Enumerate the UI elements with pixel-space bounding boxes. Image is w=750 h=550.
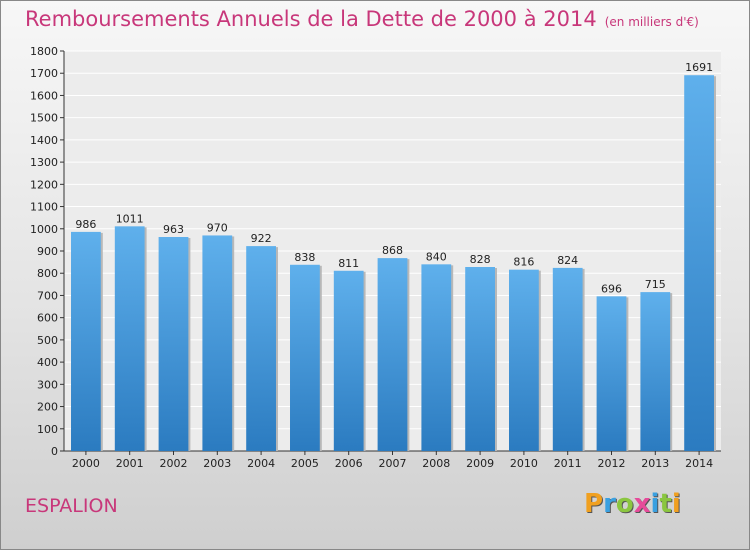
x-tick-label-2005: 2005	[291, 457, 319, 470]
bar-2000	[71, 231, 101, 451]
y-tick-label: 200	[37, 401, 58, 414]
data-label-2012: 696	[601, 282, 622, 295]
x-tick-label-2006: 2006	[335, 457, 363, 470]
bar-2007	[377, 258, 408, 451]
y-tick-label: 100	[37, 423, 58, 436]
bar-2008	[421, 264, 452, 451]
chart-title: Remboursements Annuels de la Dette de 20…	[25, 7, 699, 31]
y-tick-label: 800	[37, 267, 58, 280]
x-tick-label-2000: 2000	[72, 457, 100, 470]
y-tick-label: 500	[37, 334, 58, 347]
bar-2006	[333, 270, 364, 451]
x-tick-label-2008: 2008	[422, 457, 450, 470]
x-tick-label-2014: 2014	[685, 457, 713, 470]
y-tick-label: 1100	[30, 201, 58, 214]
logo-letter: x	[633, 489, 651, 519]
commune-name: ESPALION	[25, 495, 118, 517]
data-label-2011: 824	[557, 254, 578, 267]
logo-letter: P	[584, 489, 604, 519]
bar-2009	[465, 267, 495, 451]
y-tick-label: 0	[51, 445, 58, 458]
bar-2002	[158, 237, 189, 451]
x-tick-label-2010: 2010	[510, 457, 538, 470]
y-tick-label: 400	[37, 356, 58, 369]
data-label-2006: 811	[338, 257, 359, 270]
plot-area: 0 100 200 300 400 500 600 700 800 900 1000 1100 1200…	[30, 45, 721, 470]
bar-2001	[114, 226, 145, 451]
data-label-2009: 828	[470, 253, 491, 266]
x-tick-label-2007: 2007	[379, 457, 407, 470]
bar-2013	[640, 292, 671, 451]
x-tick-label-2009: 2009	[466, 457, 494, 470]
x-tick-label-2002: 2002	[160, 457, 188, 470]
data-label-2001: 1011	[116, 212, 144, 225]
data-label-2014: 1691	[685, 61, 713, 74]
y-tick-label: 900	[37, 245, 58, 258]
x-tick-label-2003: 2003	[203, 457, 231, 470]
x-tick-label-2004: 2004	[247, 457, 275, 470]
logo-letter: o	[615, 489, 634, 519]
logo-letter: i	[671, 489, 681, 519]
y-tick-label: 1200	[30, 178, 58, 191]
data-label-2002: 963	[163, 223, 184, 236]
logo-letter: t	[659, 489, 672, 519]
y-tick-label: 1000	[30, 223, 58, 236]
y-tick-label: 1800	[30, 45, 58, 58]
y-tick-label: 1600	[30, 89, 58, 102]
y-tick-label: 300	[37, 378, 58, 391]
bar-2014	[684, 75, 714, 451]
logo-letter: r	[603, 489, 616, 519]
bar-2003	[202, 235, 233, 451]
y-tick-label: 1400	[30, 134, 58, 147]
data-label-2005: 838	[294, 251, 315, 264]
chart-title-text: Remboursements Annuels de la Dette de 20…	[25, 7, 597, 31]
bar-2010	[509, 269, 539, 451]
data-label-2010: 816	[513, 256, 534, 269]
bar-2011	[552, 267, 583, 451]
y-tick-label: 600	[37, 312, 58, 325]
y-tick-label: 1500	[30, 112, 58, 125]
x-tick-label-2001: 2001	[116, 457, 144, 470]
x-tick-label-2013: 2013	[641, 457, 669, 470]
proxiti-logo[interactable]: Proxiti	[584, 489, 681, 519]
bar-2004	[246, 246, 276, 451]
data-label-2007: 868	[382, 244, 403, 257]
y-tick-label: 700	[37, 289, 58, 302]
data-label-2004: 922	[251, 232, 272, 245]
data-label-2013: 715	[645, 278, 666, 291]
bar-2012	[596, 296, 627, 451]
x-tick-label-2011: 2011	[554, 457, 582, 470]
x-tick-label-2012: 2012	[598, 457, 626, 470]
y-tick-label: 1300	[30, 156, 58, 169]
y-tick-label: 1700	[30, 67, 58, 80]
logo-letter: i	[650, 489, 660, 519]
data-label-2003: 970	[207, 221, 228, 234]
chart-subtitle: (en milliers d'€)	[604, 15, 699, 29]
data-label-2000: 986	[75, 218, 96, 231]
data-label-2008: 840	[426, 250, 447, 263]
bar-2005	[290, 264, 320, 451]
